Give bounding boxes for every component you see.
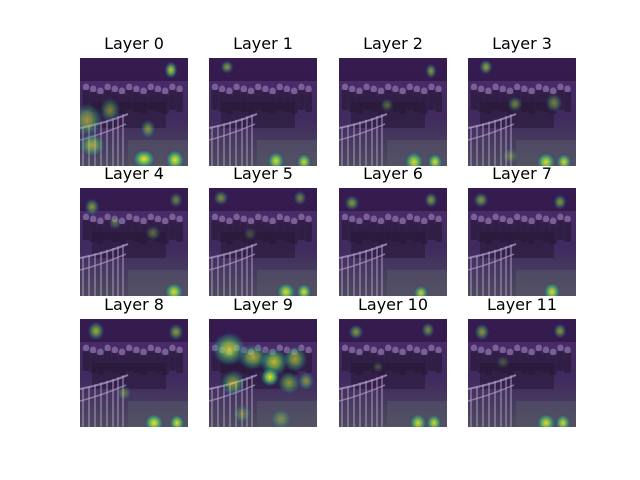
attention-map-layer-1 [209, 58, 317, 166]
attention-map-layer-7 [468, 188, 576, 296]
attention-image [80, 319, 188, 427]
attention-map-layer-2 [339, 58, 447, 166]
attention-image [468, 58, 576, 166]
panel-title: Layer 10 [357, 295, 429, 314]
panel-title: Layer 2 [363, 34, 423, 53]
attention-image [209, 188, 317, 296]
panel-title: Layer 11 [486, 295, 558, 314]
attention-map-layer-11 [468, 319, 576, 427]
attention-map-layer-9 [209, 319, 317, 427]
attention-image [468, 319, 576, 427]
panel-title: Layer 4 [104, 164, 164, 183]
attention-image [80, 58, 188, 166]
attention-image [339, 188, 447, 296]
attention-map-layer-5 [209, 188, 317, 296]
attention-image [209, 319, 317, 427]
attention-image [209, 58, 317, 166]
panel-title: Layer 1 [233, 34, 293, 53]
attention-image [80, 188, 188, 296]
attention-map-layer-4 [80, 188, 188, 296]
panel-title: Layer 5 [233, 164, 293, 183]
attention-map-layer-8 [80, 319, 188, 427]
attention-map-layer-10 [339, 319, 447, 427]
panel-title: Layer 7 [492, 164, 552, 183]
panel-title: Layer 8 [104, 295, 164, 314]
attention-map-layer-0 [80, 58, 188, 166]
attention-map-layer-3 [468, 58, 576, 166]
panel-title: Layer 0 [104, 34, 164, 53]
panel-title: Layer 6 [363, 164, 423, 183]
attention-image [468, 188, 576, 296]
panel-title: Layer 9 [233, 295, 293, 314]
panel-title: Layer 3 [492, 34, 552, 53]
attention-image [339, 58, 447, 166]
attention-map-layer-6 [339, 188, 447, 296]
attention-image [339, 319, 447, 427]
